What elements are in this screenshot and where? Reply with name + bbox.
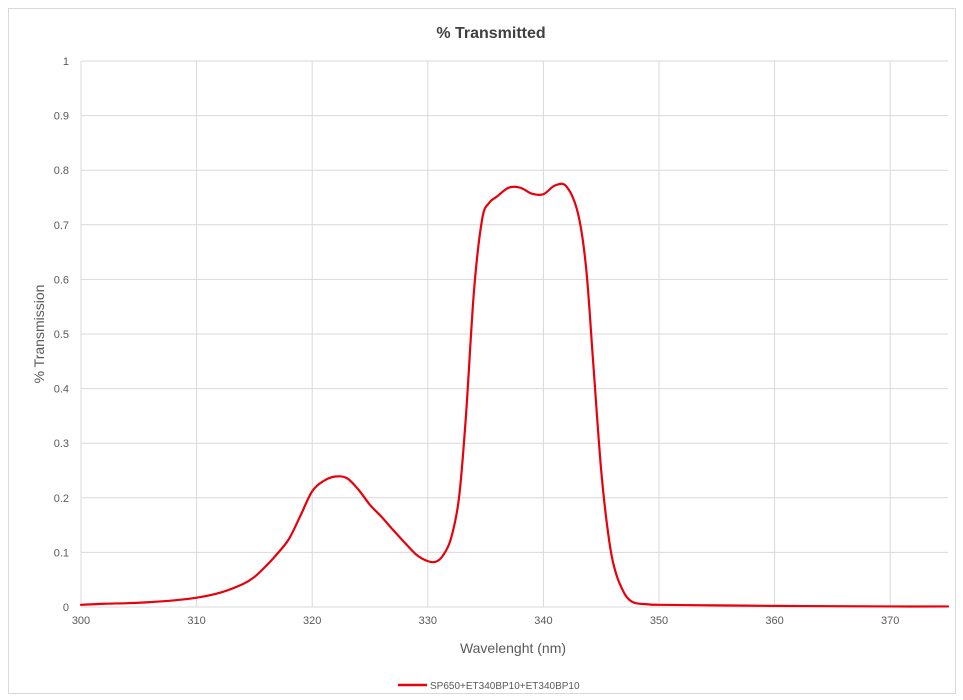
y-tick-label: 0.9 bbox=[54, 111, 69, 123]
y-axis-title: % Transmission bbox=[31, 285, 47, 384]
y-tick-label: 0.5 bbox=[54, 329, 69, 341]
y-tick-label: 0.7 bbox=[54, 220, 69, 232]
x-tick-label: 340 bbox=[534, 615, 552, 627]
x-tick-label: 350 bbox=[650, 615, 668, 627]
x-tick-label: 370 bbox=[881, 615, 899, 627]
y-tick-label: 0.4 bbox=[54, 384, 69, 396]
legend-label: SP650+ET340BP10+ET340BP10 bbox=[430, 681, 580, 692]
y-tick-label: 0.3 bbox=[54, 438, 69, 450]
x-tick-label: 300 bbox=[72, 615, 90, 627]
chart-title: % Transmitted bbox=[436, 25, 545, 42]
y-tick-label: 1 bbox=[63, 56, 69, 68]
legend: SP650+ET340BP10+ET340BP10 bbox=[398, 681, 580, 692]
y-tick-label: 0 bbox=[63, 602, 69, 614]
x-tick-label: 360 bbox=[765, 615, 783, 627]
y-tick-label: 0.1 bbox=[54, 547, 69, 559]
series-layer bbox=[79, 182, 950, 608]
chart-frame bbox=[8, 8, 956, 694]
x-tick-label: 310 bbox=[187, 615, 205, 627]
grid-layer bbox=[80, 60, 948, 608]
x-axis-title: Wavelenght (nm) bbox=[460, 640, 566, 656]
y-tick-label: 0.2 bbox=[54, 493, 69, 505]
y-tick-label: 0.8 bbox=[54, 165, 69, 177]
x-tick-label: 320 bbox=[303, 615, 321, 627]
series-line-0 bbox=[79, 182, 950, 608]
tick-labels: 0 0.1 0.2 0.3 0.4 0.5 0.6 0.7 0.8 0.9 1 300 310 320 33… bbox=[54, 56, 900, 627]
x-tick-label: 330 bbox=[419, 615, 437, 627]
y-tick-label: 0.6 bbox=[54, 274, 69, 286]
